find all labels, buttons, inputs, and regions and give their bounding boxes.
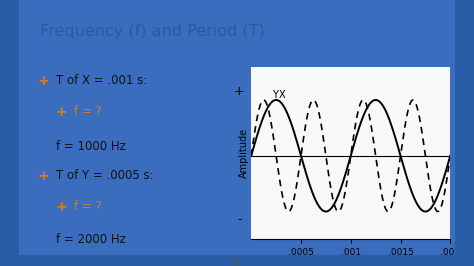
X-axis label: Time (s): Time (s) (331, 260, 371, 266)
Text: +: + (37, 169, 49, 183)
Text: Y: Y (272, 90, 278, 100)
Y-axis label: Amplitude: Amplitude (238, 128, 248, 178)
Text: +: + (55, 105, 67, 119)
Text: +: + (37, 74, 49, 88)
Text: -: - (237, 213, 242, 226)
Bar (0, 255, 474, 266)
Text: f = ?: f = ? (74, 200, 102, 213)
Text: X: X (279, 90, 285, 100)
Bar (455, 0, 474, 266)
Text: f = 2000 Hz: f = 2000 Hz (55, 233, 126, 246)
Text: f = ?: f = ? (74, 105, 102, 118)
Text: T of X = .001 s:: T of X = .001 s: (55, 74, 147, 87)
Text: Frequency (f) and Period (T): Frequency (f) and Period (T) (40, 24, 265, 39)
Text: +: + (234, 85, 245, 98)
Bar (0, 0, 19, 266)
Text: f = 1000 Hz: f = 1000 Hz (55, 140, 126, 153)
Text: +: + (55, 200, 67, 214)
Text: 21: 21 (232, 258, 242, 266)
Text: T of Y = .0005 s:: T of Y = .0005 s: (55, 169, 153, 182)
